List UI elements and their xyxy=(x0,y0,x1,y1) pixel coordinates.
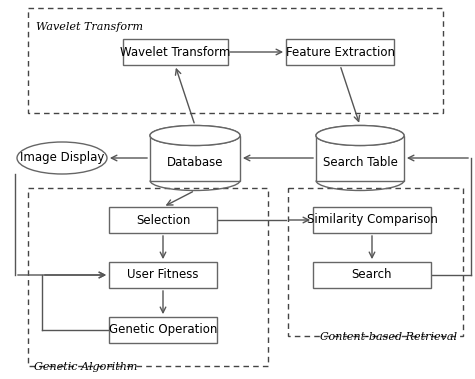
Ellipse shape xyxy=(316,125,404,146)
Text: Wavelet Transform: Wavelet Transform xyxy=(120,45,230,58)
Text: Genetic Operation: Genetic Operation xyxy=(109,324,217,337)
Bar xyxy=(150,136,240,180)
Bar xyxy=(316,136,404,180)
Text: Database: Database xyxy=(167,157,223,169)
Bar xyxy=(109,317,217,343)
Text: Wavelet Transform: Wavelet Transform xyxy=(36,22,143,32)
Text: Feature Extraction: Feature Extraction xyxy=(285,45,395,58)
Ellipse shape xyxy=(150,125,240,146)
Text: Content-based Retrieval: Content-based Retrieval xyxy=(320,332,457,342)
Text: Similarity Comparison: Similarity Comparison xyxy=(306,213,437,227)
Text: Search Table: Search Table xyxy=(323,157,398,169)
Ellipse shape xyxy=(17,142,107,174)
Text: User Fitness: User Fitness xyxy=(127,268,199,282)
Bar xyxy=(286,39,394,65)
Ellipse shape xyxy=(150,125,240,146)
Bar xyxy=(313,262,431,288)
Text: Search: Search xyxy=(352,268,392,282)
Text: Image Display: Image Display xyxy=(20,152,104,164)
Bar xyxy=(28,8,443,113)
Text: Selection: Selection xyxy=(136,213,190,227)
Bar xyxy=(313,207,431,233)
Text: Genetic Algorithm: Genetic Algorithm xyxy=(34,362,137,372)
Bar xyxy=(109,207,217,233)
Bar xyxy=(28,188,268,366)
Bar xyxy=(288,188,463,336)
Bar xyxy=(123,39,228,65)
Bar xyxy=(109,262,217,288)
Ellipse shape xyxy=(316,125,404,146)
